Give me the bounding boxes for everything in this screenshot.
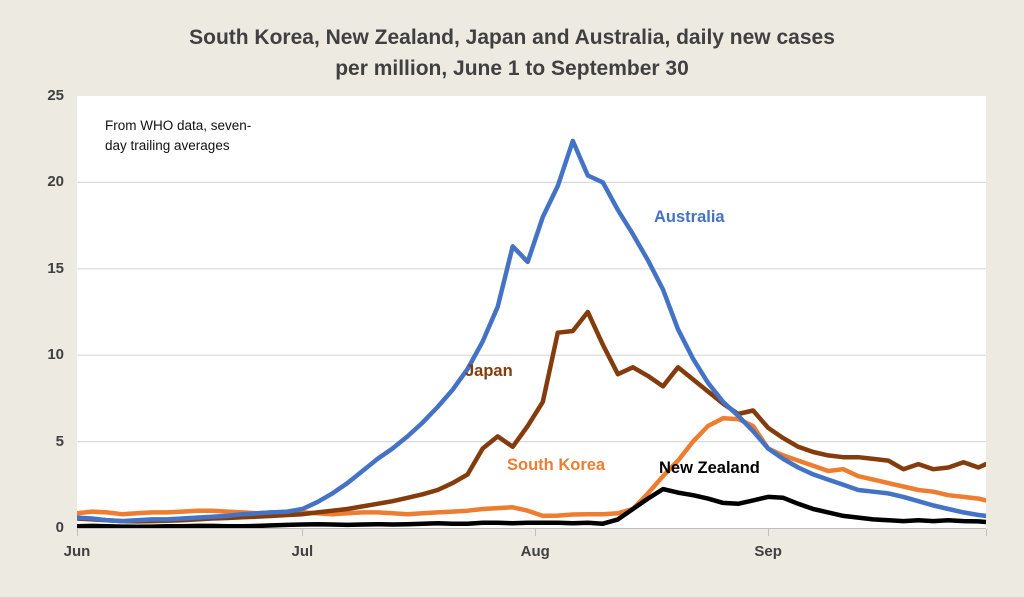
y-tick-label-20: 20 (47, 173, 64, 191)
line-south-korea (77, 416, 986, 519)
x-tick-mark (768, 529, 770, 536)
line-new-zealand (77, 486, 986, 528)
x-tick-mark (77, 529, 78, 536)
y-tick-label-10: 10 (47, 346, 64, 364)
line-chart-canvas (77, 138, 986, 528)
x-tick-label-jun: Jun (63, 543, 91, 560)
x-tick-mark (535, 529, 537, 536)
source-annotation: From WHO data, seven- day trailing avera… (105, 116, 251, 155)
x-tick-label-jul: Jul (291, 543, 314, 560)
source-annotation-line1: From WHO data, seven- (105, 118, 252, 133)
chart-title-line2: per million, June 1 to September 30 (335, 57, 689, 80)
plot-area: From WHO data, seven- day trailing avera… (77, 96, 986, 529)
line-japan (77, 309, 986, 524)
series-label-new-zealand: New Zealand (659, 459, 760, 477)
chart-title-line1: South Korea, New Zealand, Japan and Aust… (189, 26, 835, 49)
y-tick-label-15: 15 (47, 259, 64, 277)
y-tick-label-5: 5 (55, 432, 64, 450)
series-label-japan: Japan (465, 362, 513, 380)
x-tick-mark (302, 529, 304, 536)
series-label-south-korea: South Korea (507, 456, 606, 474)
y-tick-label-25: 25 (47, 87, 64, 104)
x-tick-mark (986, 529, 987, 536)
line-australia (77, 138, 986, 524)
chart-title: South Korea, New Zealand, Japan and Aust… (0, 22, 1024, 84)
x-tick-label-aug: Aug (520, 543, 550, 560)
y-tick-label-0: 0 (55, 519, 64, 536)
series-label-australia: Australia (654, 208, 725, 226)
source-annotation-line2: day trailing averages (105, 137, 230, 153)
x-tick-label-sep: Sep (754, 543, 782, 560)
